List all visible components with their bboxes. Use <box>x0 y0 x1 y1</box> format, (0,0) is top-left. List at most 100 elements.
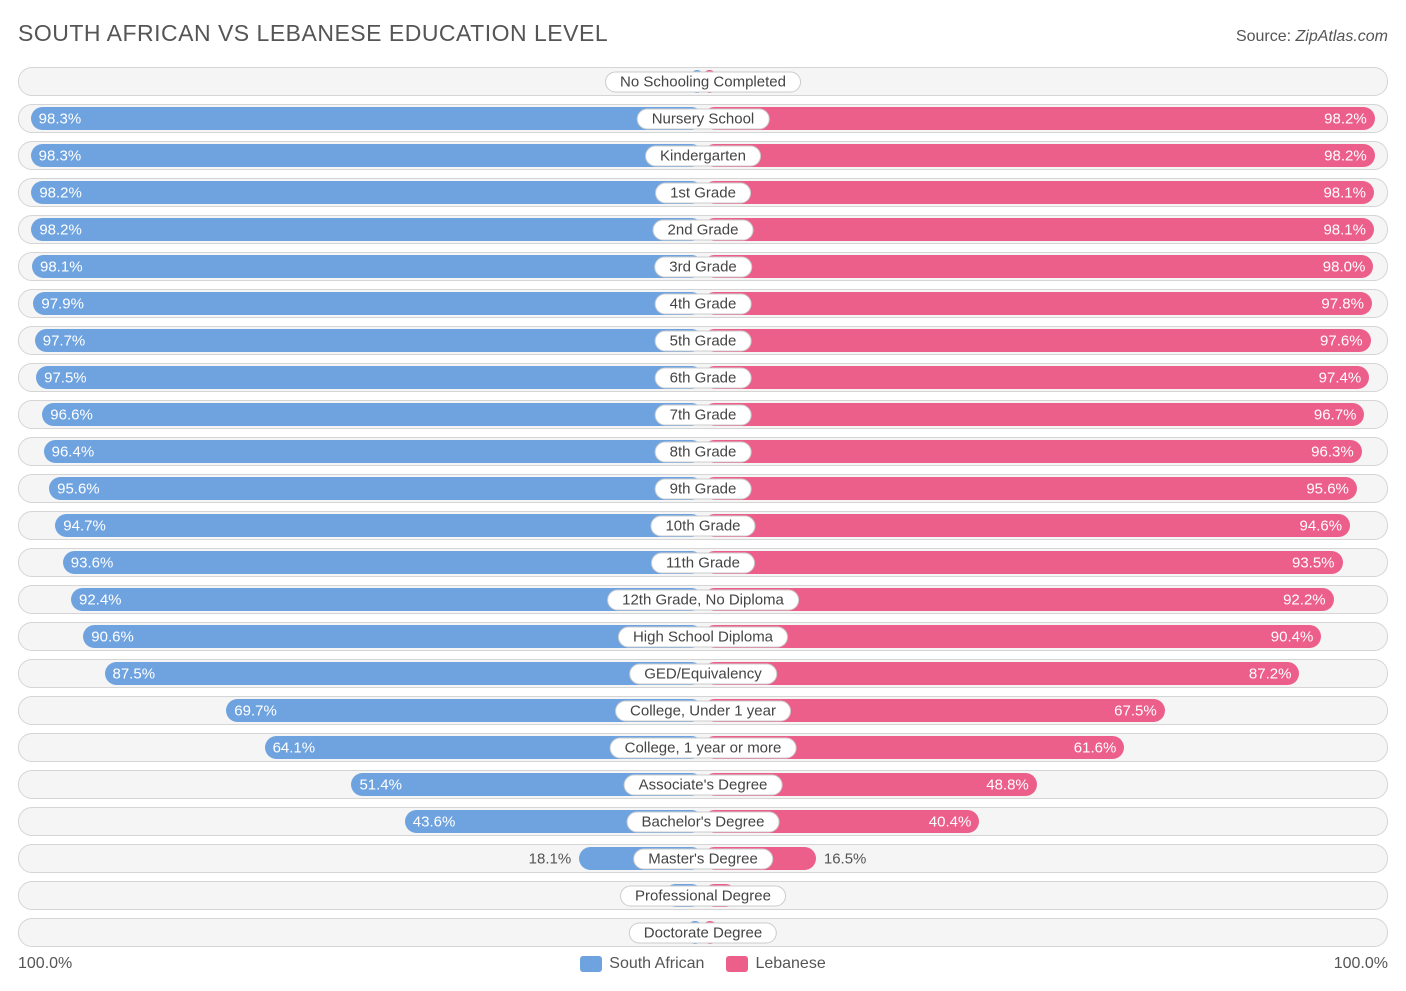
bar-left: 87.5% <box>105 662 704 685</box>
axis-left-max: 100.0% <box>18 955 72 973</box>
chart-row: 1.8%1.9%No Schooling Completed <box>18 67 1388 96</box>
category-label: 3rd Grade <box>654 256 752 277</box>
bar-value-left: 94.7% <box>63 517 106 534</box>
bar-right: 98.1% <box>703 218 1374 241</box>
legend-swatch-right <box>726 956 748 972</box>
bar-value-right: 94.6% <box>1300 517 1343 534</box>
bar-value-left: 95.6% <box>57 480 100 497</box>
bar-right: 96.3% <box>703 440 1362 463</box>
bar-value-left: 18.1% <box>529 850 572 867</box>
bar-value-left: 64.1% <box>273 739 316 756</box>
bar-value-left: 92.4% <box>79 591 122 608</box>
bar-left: 97.9% <box>33 292 703 315</box>
chart-row: 98.3%98.2%Kindergarten <box>18 141 1388 170</box>
bar-left: 90.6% <box>83 625 703 648</box>
category-label: Professional Degree <box>620 885 786 906</box>
chart-row: 87.5%87.2%GED/Equivalency <box>18 659 1388 688</box>
bar-value-left: 90.6% <box>91 628 134 645</box>
bar-left: 94.7% <box>55 514 703 537</box>
bar-right: 98.0% <box>703 255 1373 278</box>
source-name: ZipAtlas.com <box>1296 28 1388 45</box>
bar-value-right: 96.3% <box>1311 443 1354 460</box>
bar-right: 98.2% <box>703 107 1375 130</box>
chart-header: SOUTH AFRICAN VS LEBANESE EDUCATION LEVE… <box>18 20 1388 47</box>
bar-right: 90.4% <box>703 625 1321 648</box>
bar-value-left: 96.6% <box>50 406 93 423</box>
bar-value-left: 97.7% <box>43 332 86 349</box>
bar-left: 98.3% <box>31 107 703 130</box>
category-label: 12th Grade, No Diploma <box>607 589 799 610</box>
chart-row: 97.9%97.8%4th Grade <box>18 289 1388 318</box>
bar-right: 97.6% <box>703 329 1371 352</box>
bar-value-right: 61.6% <box>1074 739 1117 756</box>
bar-value-right: 67.5% <box>1114 702 1157 719</box>
chart-row: 97.7% 97.6%5th Grade <box>18 326 1388 355</box>
bar-value-left: 98.2% <box>39 184 82 201</box>
bar-value-right: 98.2% <box>1324 147 1367 164</box>
bar-left: 98.2% <box>31 181 703 204</box>
bar-left: 93.6% <box>63 551 703 574</box>
axis-right-max: 100.0% <box>1334 955 1388 973</box>
bar-value-right: 40.4% <box>929 813 972 830</box>
category-label: 11th Grade <box>651 552 755 573</box>
chart-row: 43.6% 40.4% Bachelor's Degree <box>18 807 1388 836</box>
chart-row: 92.4% 92.2% 12th Grade, No Diploma <box>18 585 1388 614</box>
bar-right: 96.7% <box>703 403 1364 426</box>
bar-value-right: 92.2% <box>1283 591 1326 608</box>
bar-value-left: 87.5% <box>113 665 156 682</box>
bar-left: 98.3% <box>31 144 703 167</box>
bar-value-left: 51.4% <box>359 776 402 793</box>
chart-title: SOUTH AFRICAN VS LEBANESE EDUCATION LEVE… <box>18 20 608 47</box>
chart-row: 5.7%5.0%Professional Degree <box>18 881 1388 910</box>
bar-right: 98.2% <box>703 144 1375 167</box>
bar-value-left: 93.6% <box>71 554 114 571</box>
legend-label-right: Lebanese <box>755 955 825 973</box>
bar-right: 87.2% <box>703 662 1299 685</box>
bar-value-right: 90.4% <box>1271 628 1314 645</box>
diverging-bar-chart: 1.8%1.9%No Schooling Completed 98.3% 98.2%… <box>18 67 1388 947</box>
bar-right: 93.5% <box>703 551 1343 574</box>
legend: South African Lebanese <box>580 955 825 973</box>
chart-row: 98.2%98.1%1st Grade <box>18 178 1388 207</box>
chart-row: 94.7% 94.6% 10th Grade <box>18 511 1388 540</box>
bar-value-left: 96.4% <box>52 443 95 460</box>
bar-left: 97.7% <box>35 329 703 352</box>
bar-left: 96.4% <box>44 440 703 463</box>
chart-row: 69.7% 67.5% College, Under 1 year <box>18 696 1388 725</box>
bar-right: 95.6% <box>703 477 1357 500</box>
category-label: 7th Grade <box>655 404 752 425</box>
bar-value-right: 98.2% <box>1324 110 1367 127</box>
category-label: 5th Grade <box>655 330 752 351</box>
chart-row: 98.2%98.1%2nd Grade <box>18 215 1388 244</box>
chart-row: 96.4%96.3%8th Grade <box>18 437 1388 466</box>
category-label: Bachelor's Degree <box>627 811 780 832</box>
bar-value-right: 98.1% <box>1323 221 1366 238</box>
chart-source: Source: ZipAtlas.com <box>1236 28 1388 46</box>
bar-value-left: 97.9% <box>41 295 84 312</box>
legend-item-right: Lebanese <box>726 955 825 973</box>
chart-row: 96.6% 96.7% 7th Grade <box>18 400 1388 429</box>
category-label: 6th Grade <box>655 367 752 388</box>
bar-value-right: 48.8% <box>986 776 1029 793</box>
bar-value-right: 93.5% <box>1292 554 1335 571</box>
chart-footer: 100.0% South African Lebanese 100.0% <box>18 955 1388 973</box>
bar-value-right: 87.2% <box>1249 665 1292 682</box>
chart-row: 98.3% 98.2% Nursery School <box>18 104 1388 133</box>
bar-value-left: 43.6% <box>413 813 456 830</box>
category-label: Nursery School <box>637 108 770 129</box>
bar-value-right: 96.7% <box>1314 406 1357 423</box>
category-label: 10th Grade <box>650 515 755 536</box>
chart-row: 64.1%61.6%College, 1 year or more <box>18 733 1388 762</box>
bar-left: 96.6% <box>42 403 703 426</box>
bar-value-left: 98.3% <box>39 110 82 127</box>
chart-row: 51.4% 48.8% Associate's Degree <box>18 770 1388 799</box>
bar-value-left: 69.7% <box>234 702 277 719</box>
category-label: High School Diploma <box>618 626 788 647</box>
category-label: Associate's Degree <box>624 774 783 795</box>
source-label: Source: <box>1236 28 1291 45</box>
category-label: Doctorate Degree <box>629 922 777 943</box>
chart-row: 93.6% 93.5% 11th Grade <box>18 548 1388 577</box>
category-label: College, Under 1 year <box>615 700 791 721</box>
category-label: 9th Grade <box>655 478 752 499</box>
bar-value-right: 97.4% <box>1319 369 1362 386</box>
